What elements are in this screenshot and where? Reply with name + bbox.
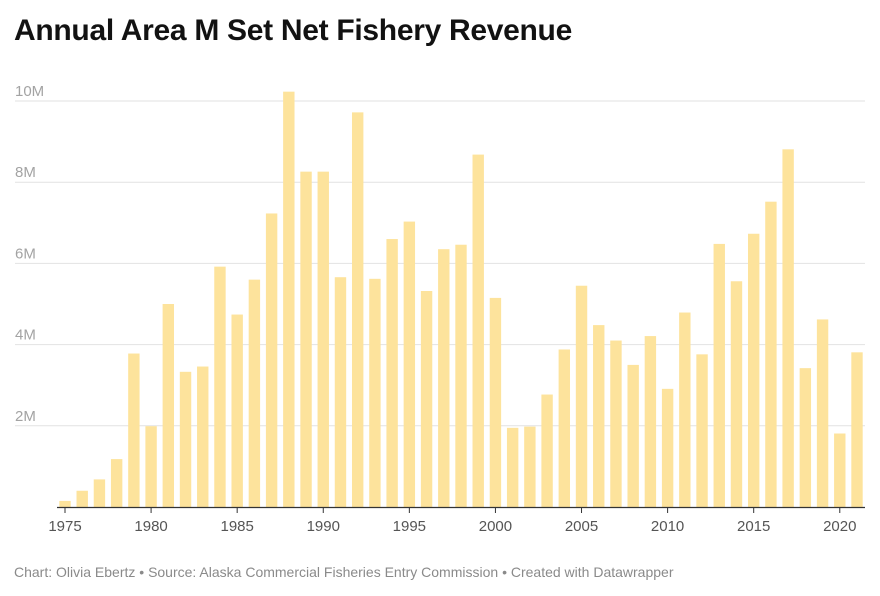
bar-2020 — [834, 433, 846, 507]
x-tick-label: 2010 — [651, 518, 684, 535]
bar-1979 — [128, 353, 140, 507]
bar-2016 — [765, 201, 777, 508]
bar-1987 — [265, 213, 278, 507]
bar-1976 — [76, 490, 88, 507]
bar-1996 — [420, 291, 433, 507]
footer-source: Source: Alaska Commercial Fisheries Entr… — [148, 564, 499, 580]
bar-1999 — [472, 154, 484, 508]
bar-1980 — [145, 426, 157, 507]
footer-credit: Chart: Olivia Ebertz — [14, 564, 136, 580]
chart-title: Annual Area M Set Net Fishery Revenue — [14, 14, 572, 47]
bar-1992 — [351, 112, 364, 508]
bar-2009 — [644, 336, 657, 507]
x-tick-label: 1980 — [134, 518, 167, 535]
y-tick-label: 10M — [15, 83, 44, 100]
bar-2014 — [730, 281, 743, 507]
bar-2017 — [782, 149, 794, 507]
bar-1994 — [386, 239, 398, 508]
bar-1990 — [317, 171, 329, 508]
bar-1997 — [438, 249, 450, 507]
footer-separator: • — [502, 564, 507, 580]
bar-2012 — [696, 354, 708, 507]
bar-1981 — [162, 304, 175, 507]
bar-1978 — [110, 459, 123, 507]
bar-2006 — [593, 325, 605, 507]
x-tick-label: 2000 — [479, 518, 512, 535]
y-tick-label: 6M — [15, 245, 36, 262]
bar-2004 — [558, 349, 571, 507]
bar-2011 — [679, 312, 691, 507]
bar-2003 — [541, 394, 553, 507]
x-tick-label: 1995 — [393, 518, 426, 535]
bars — [59, 91, 863, 508]
footer-separator: • — [139, 564, 145, 580]
y-axis-labels: 2M 4M 6M 8M 10M — [15, 83, 44, 425]
x-tick-label: 2005 — [565, 518, 598, 535]
bar-2008 — [627, 364, 639, 507]
y-tick-label: 4M — [15, 327, 36, 344]
y-tick-label: 2M — [15, 408, 36, 425]
bar-1983 — [197, 366, 209, 507]
bar-1991 — [334, 277, 347, 507]
bar-2001 — [506, 427, 519, 507]
bar-2018 — [799, 368, 812, 507]
bar-1995 — [403, 221, 416, 507]
bar-2000 — [489, 297, 502, 507]
bar-2005 — [575, 285, 588, 507]
x-tick-label: 2015 — [737, 518, 770, 535]
bar-1977 — [93, 479, 106, 507]
bar-1986 — [248, 279, 261, 507]
y-tick-label: 8M — [15, 164, 36, 181]
bar-1993 — [369, 278, 381, 507]
x-axis-labels: 1975 1980 1985 1990 1995 2000 2005 2010 2015 2020 — [48, 518, 856, 535]
bar-2007 — [610, 340, 622, 507]
chart-footer: Chart: Olivia Ebertz • Source: Alaska Co… — [14, 564, 674, 580]
footer-created-with: Created with Datawrapper — [510, 564, 674, 580]
bar-1998 — [455, 244, 467, 507]
bar-1975 — [59, 500, 71, 507]
bar-2002 — [524, 426, 536, 507]
bar-2010 — [661, 388, 674, 507]
bar-2019 — [816, 319, 829, 507]
bar-2013 — [713, 243, 725, 508]
bar-1985 — [231, 314, 243, 507]
x-tick-label: 1975 — [48, 518, 81, 535]
x-tick-label: 1985 — [220, 518, 253, 535]
x-tick-label: 2020 — [823, 518, 856, 535]
bar-1984 — [214, 266, 226, 507]
bar-1988 — [283, 91, 295, 508]
bar-1982 — [179, 371, 192, 507]
bar-1989 — [300, 171, 312, 508]
bar-2015 — [747, 233, 760, 507]
x-axis — [57, 506, 865, 513]
bar-2021 — [851, 352, 863, 507]
x-tick-label: 1990 — [307, 518, 340, 535]
